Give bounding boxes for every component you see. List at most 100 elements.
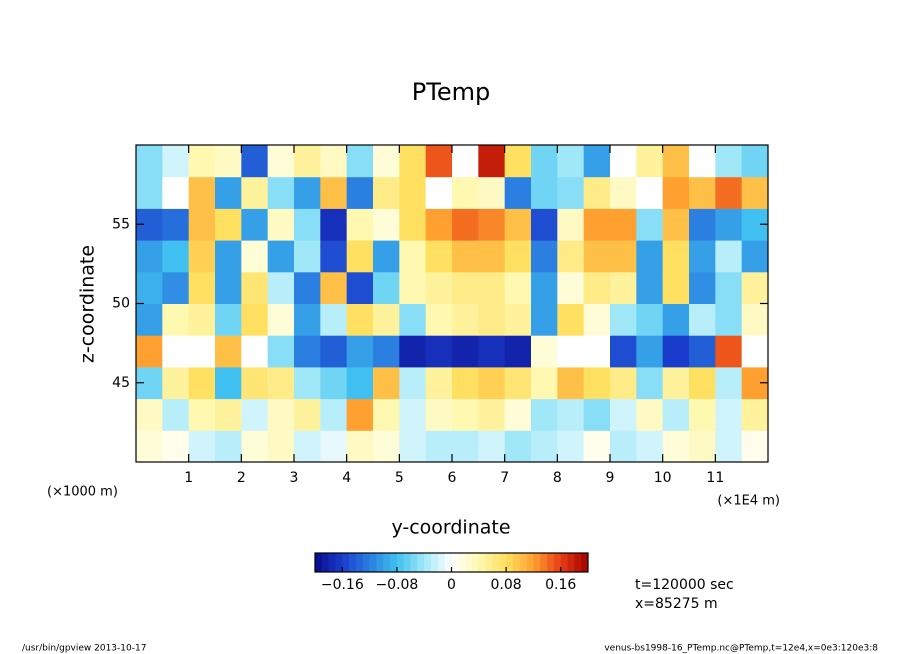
cell: [215, 208, 242, 241]
cell: [373, 366, 400, 400]
cell: [215, 145, 242, 178]
cell: [425, 271, 453, 304]
cell: [241, 240, 269, 273]
cell: [136, 335, 163, 368]
y-tick-label: 55: [112, 216, 130, 232]
cell: [294, 366, 321, 400]
cell: [346, 271, 374, 304]
cell: [162, 303, 190, 336]
cell: [294, 208, 321, 241]
annotation: x=85275 m: [635, 596, 718, 612]
colorbar-box: [396, 553, 405, 572]
x-tick-label: 4: [342, 470, 351, 486]
cell: [215, 430, 242, 463]
cell: [241, 208, 269, 241]
cell: [373, 176, 400, 209]
colorbar-box: [519, 553, 527, 572]
cell: [452, 335, 479, 368]
cell: [478, 176, 506, 209]
cell: [610, 303, 637, 336]
colorbar-box: [485, 553, 493, 572]
cell: [320, 176, 348, 209]
cell: [715, 366, 743, 400]
cell: [636, 271, 664, 304]
cell: [452, 303, 479, 336]
cell: [689, 335, 716, 368]
cell: [478, 366, 506, 400]
cell: [478, 208, 506, 241]
cell: [373, 303, 400, 336]
cell: [267, 271, 295, 304]
cell: [557, 176, 585, 209]
cell: [267, 240, 295, 273]
colorbar-box: [376, 553, 384, 572]
cell: [162, 366, 190, 400]
cell: [294, 335, 321, 368]
cell: [662, 398, 690, 431]
cell: [504, 271, 532, 304]
colorbar-box: [410, 553, 418, 572]
cell: [399, 398, 427, 431]
cell: [662, 240, 690, 273]
cell: [267, 366, 295, 400]
cell: [636, 366, 664, 400]
cell: [557, 271, 585, 304]
colorbar-box: [492, 553, 500, 572]
cell: [662, 430, 690, 463]
cell: [741, 303, 769, 336]
cell: [320, 398, 348, 431]
cell: [715, 176, 743, 209]
cell: [452, 430, 479, 463]
cell: [346, 303, 374, 336]
cell: [136, 271, 163, 304]
colorbar-box: [471, 553, 480, 572]
cell: [662, 335, 690, 368]
cell: [636, 398, 664, 431]
colorbar-box: [362, 553, 370, 572]
cell: [583, 176, 611, 209]
cell: [557, 398, 585, 431]
cell: [452, 398, 479, 431]
cell: [531, 366, 558, 400]
cell: [610, 335, 637, 368]
colorbar-box: [560, 553, 568, 572]
colorbar-box: [451, 553, 459, 572]
cell: [241, 366, 269, 400]
cell: [741, 430, 769, 463]
cell: [241, 176, 269, 209]
cell: [662, 366, 690, 400]
cell: [346, 208, 374, 241]
colorbar-box: [512, 553, 521, 572]
x-tick-label: 1: [184, 470, 193, 486]
cell: [399, 366, 427, 400]
cell: [267, 398, 295, 431]
cell: [188, 366, 216, 400]
cell: [267, 176, 295, 209]
cell: [320, 145, 348, 178]
cell: [267, 303, 295, 336]
colorbar-box: [581, 553, 589, 572]
cell: [320, 271, 348, 304]
cell: [531, 240, 558, 273]
cell: [373, 335, 400, 368]
cell: [136, 145, 163, 178]
colorbar-box: [355, 553, 364, 572]
cell: [320, 335, 348, 368]
cell: [715, 335, 743, 368]
cell: [294, 303, 321, 336]
cell: [425, 303, 453, 336]
colorbar-box: [458, 553, 466, 572]
cell: [689, 176, 716, 209]
cell: [136, 240, 163, 273]
colorbar-tick-label: 0: [447, 577, 456, 593]
cell: [557, 145, 585, 178]
cell: [188, 176, 216, 209]
cell: [452, 208, 479, 241]
cell: [504, 176, 532, 209]
cell: [399, 303, 427, 336]
cell: [715, 240, 743, 273]
colorbar-tick-label: 0.08: [491, 577, 522, 593]
cell: [741, 271, 769, 304]
cell: [741, 398, 769, 431]
cell: [320, 430, 348, 463]
